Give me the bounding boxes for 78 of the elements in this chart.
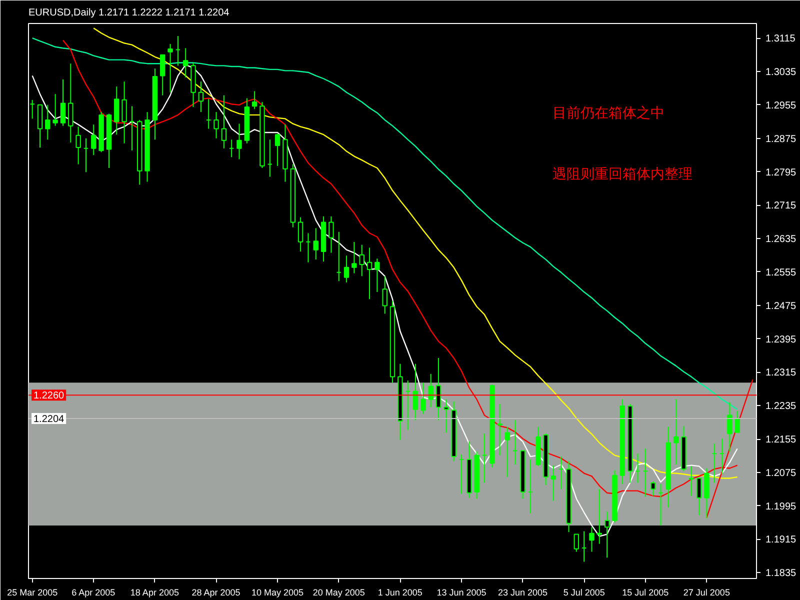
candlestick [673, 398, 679, 465]
y-tick-label: 1.2795 [766, 167, 797, 178]
candlestick [68, 63, 74, 144]
candlestick [252, 90, 258, 110]
y-tick-label: 1.2555 [766, 267, 797, 278]
candlestick [160, 54, 166, 96]
x-tick-label: 25 Mar 2005 [7, 588, 58, 598]
candlestick [436, 358, 442, 421]
y-tick-label: 1.1915 [766, 534, 797, 546]
x-tick-label: 27 Jul 2005 [683, 588, 730, 598]
candlestick [298, 216, 304, 252]
y-tick-label: 1.2395 [766, 334, 797, 346]
x-tick-label: 15 Jul 2005 [622, 588, 669, 598]
chart-title: EURUSD,Daily 1.2171 1.2222 1.2171 1.2204 [28, 8, 230, 18]
candlestick [122, 81, 127, 144]
y-tick-label: 1.2475 [766, 300, 797, 312]
candlestick [274, 133, 280, 166]
candlestick [37, 104, 43, 148]
x-tick-label: 18 Apr 2005 [130, 588, 179, 598]
candlestick [214, 112, 219, 139]
candlestick [734, 410, 740, 433]
y-tick-label: 1.3035 [766, 67, 797, 78]
candlestick [114, 86, 120, 136]
candlestick [382, 276, 388, 314]
candlestick [444, 398, 449, 434]
candlestick [374, 258, 380, 293]
y-tick-label: 1.1995 [766, 501, 797, 512]
candlestick [344, 255, 350, 283]
y-tick-label: 1.2235 [766, 401, 797, 412]
candlestick [604, 511, 610, 558]
candlestick [236, 123, 242, 160]
candlestick [76, 126, 81, 165]
candlestick [366, 247, 372, 300]
x-tick-label: 10 May 2005 [252, 588, 304, 598]
candlestick [60, 78, 66, 126]
candlestick [497, 403, 502, 456]
candlestick [198, 81, 204, 113]
ref-line-label: 1.2260 [34, 390, 65, 402]
y-tick-label: 1.1835 [766, 568, 797, 580]
x-tick-label: 23 Jun 2005 [498, 588, 548, 598]
y-tick-label: 1.2955 [766, 100, 797, 112]
candlestick [328, 216, 334, 254]
candlestick [313, 228, 318, 260]
y-tick-label: 1.2875 [766, 134, 797, 145]
annotation: 目前仍在箱体之中 [552, 104, 665, 120]
candlestick [428, 373, 434, 408]
candlestick [52, 94, 58, 126]
candlestick [221, 94, 227, 149]
candlestick [412, 363, 418, 421]
candlestick [359, 244, 364, 277]
x-tick-label: 1 Jun 2005 [378, 588, 422, 598]
y-tick-label: 1.2715 [766, 200, 797, 212]
candlestick [696, 478, 702, 516]
y-tick-label: 1.2315 [766, 368, 797, 379]
y-tick-label: 1.3115 [766, 34, 796, 45]
x-tick-label: 13 Jun 2005 [436, 588, 486, 598]
candlestick [550, 464, 556, 502]
candlestick [182, 48, 188, 78]
candlestick [91, 124, 96, 156]
y-tick-label: 1.2155 [766, 434, 797, 446]
x-tick-label: 28 Apr 2005 [192, 588, 240, 598]
candlestick [574, 534, 580, 552]
x-tick-label: 5 Jul 2005 [563, 588, 605, 598]
y-tick-label: 1.2075 [766, 468, 797, 479]
candlestick [168, 43, 173, 93]
line-series [32, 38, 738, 410]
candlestick [589, 526, 594, 552]
candlestick [650, 480, 656, 496]
candlestick [45, 104, 50, 140]
candlestick [420, 382, 426, 414]
y-tick-label: 1.2635 [766, 234, 797, 246]
candlestick [352, 241, 357, 274]
ref-line-label: 1.2204 [34, 414, 65, 426]
annotation: 遇阻则重回箱体内整理 [552, 165, 693, 182]
candlestick [727, 402, 732, 452]
x-tick-label: 6 Apr 2005 [72, 588, 116, 598]
x-tick-label: 20 May 2005 [312, 588, 365, 598]
candlestick [504, 426, 510, 478]
